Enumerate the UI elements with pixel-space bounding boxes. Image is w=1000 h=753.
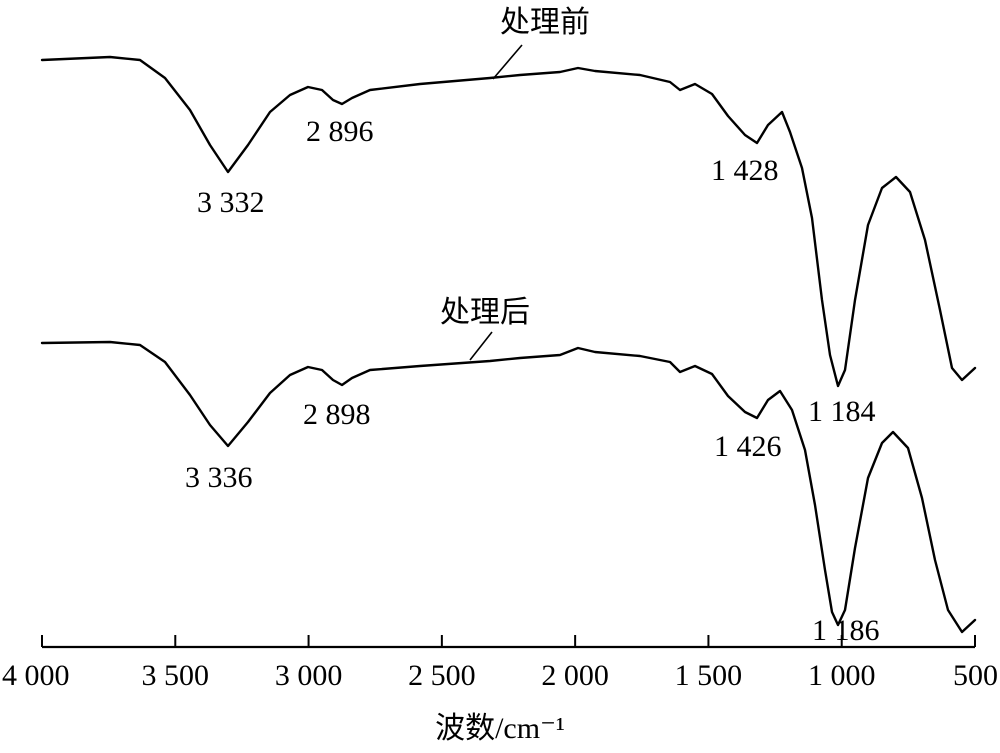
x-tick-label-2500: 2 500	[408, 659, 476, 692]
x-tick-label-2000: 2 000	[541, 659, 609, 692]
series-label-leader-after	[469, 331, 493, 361]
series-line-after	[40, 340, 977, 634]
peak-label-before-3: 1 428	[711, 154, 779, 187]
x-tick-label-4000: 4 000	[2, 659, 70, 692]
peak-label-after-2: 2 898	[303, 398, 371, 431]
x-tick-label-3500: 3 500	[142, 659, 210, 692]
x-axis-ticks: 4 000 3 500 3 000 2 500 2 000 1 500 1 000 500	[2, 635, 998, 692]
peak-label-after-4: 1 186	[812, 614, 880, 647]
x-tick-label-500: 500	[953, 659, 998, 692]
series-line-before	[40, 55, 977, 388]
x-tick-label-1000: 1 000	[808, 659, 876, 692]
series-label-before: 处理前	[500, 5, 590, 40]
peak-label-after-1: 3 336	[185, 461, 253, 494]
peak-label-before-2: 2 896	[306, 115, 374, 148]
peak-label-before-4: 1 184	[808, 395, 876, 428]
x-tick-label-1500: 1 500	[675, 659, 743, 692]
peak-label-after-3: 1 426	[714, 430, 782, 463]
x-tick-label-3000: 3 000	[275, 659, 343, 692]
series-label-leader-before	[492, 44, 523, 80]
series-label-after: 处理后	[440, 295, 530, 330]
x-axis-label: 波数/cm⁻¹	[435, 712, 565, 745]
peak-label-before-1: 3 332	[197, 186, 265, 219]
